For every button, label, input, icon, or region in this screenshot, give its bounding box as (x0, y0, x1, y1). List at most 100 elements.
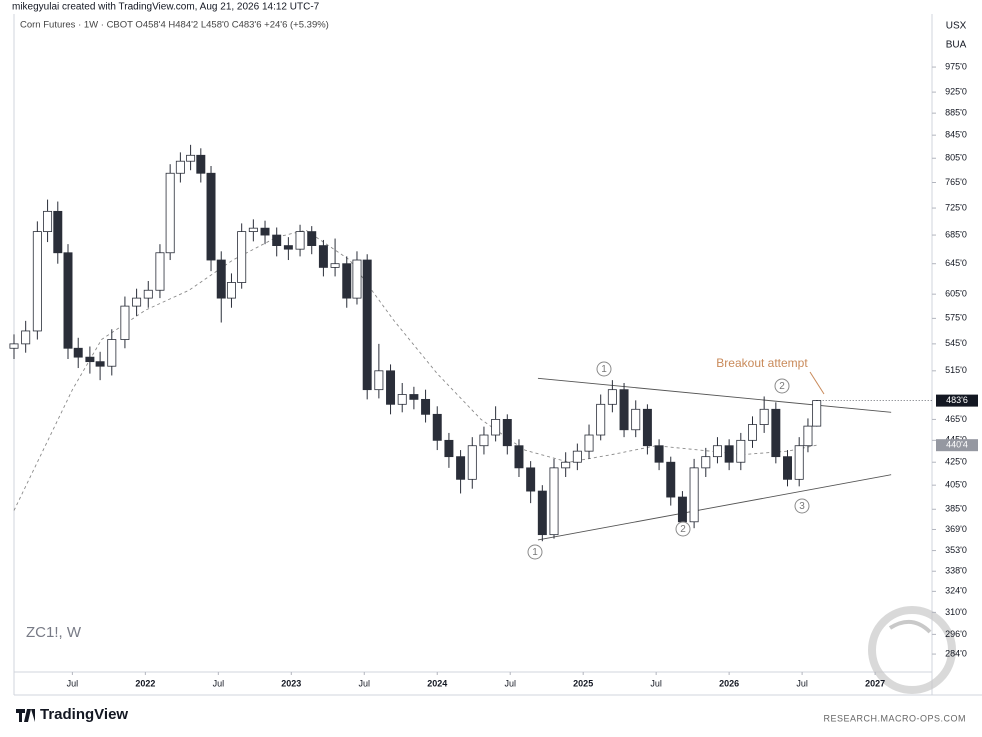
y-tick-label: 425'0 (945, 457, 967, 467)
y-tick-label: 338'0 (945, 566, 967, 576)
x-tick-label: Jul (650, 678, 662, 688)
candle-body (143, 289, 153, 299)
candle-body (386, 370, 396, 405)
wave-circle (794, 498, 810, 514)
candle-body (155, 252, 165, 291)
candle-body (95, 361, 105, 367)
wave-label: 2 (680, 524, 686, 535)
candle-body (421, 398, 431, 415)
candle-body (226, 282, 236, 299)
x-tick-label: 2025 (573, 678, 593, 688)
wave-label: 1 (532, 547, 538, 558)
candle-body (362, 259, 372, 391)
candle-body (491, 419, 501, 436)
x-tick-label: 2027 (865, 678, 885, 688)
y-tick-label: 975'0 (945, 61, 967, 71)
candle-body (724, 445, 734, 463)
y-tick-label: 296'0 (945, 629, 967, 639)
candle-body (397, 394, 407, 405)
candle-body (237, 231, 247, 283)
candle-body (53, 210, 63, 254)
trendline (537, 474, 892, 541)
candle-body (783, 456, 792, 480)
candle-body (342, 263, 352, 299)
candle-body (537, 490, 547, 536)
candle-body (186, 154, 196, 162)
candle-body (666, 461, 676, 498)
candle-body (132, 297, 142, 307)
x-tick-label: 2026 (719, 678, 739, 688)
candle-body (794, 445, 804, 480)
legend: Corn Futures · 1W · CBOT O458'4 H484'2 L… (20, 20, 329, 31)
candle-body (596, 403, 606, 436)
logo: TradingView (16, 706, 128, 723)
badge (868, 606, 956, 694)
candle-body (514, 445, 524, 469)
candle-body (216, 259, 226, 299)
y-tick-label: 645'0 (945, 258, 967, 268)
candle-body (712, 445, 722, 458)
y-tick-label: 465'0 (945, 414, 967, 424)
y-tick-label: 575'0 (945, 313, 967, 323)
candle-body (73, 347, 83, 358)
candle-body (9, 343, 19, 349)
y-tick-label: 515'0 (945, 365, 967, 375)
candle-body (502, 419, 512, 447)
candle-body (352, 259, 362, 299)
candle-body (654, 445, 664, 463)
candle-body (85, 356, 95, 363)
candle-body (467, 445, 477, 480)
y-tick-label: 405'0 (945, 480, 967, 490)
wave-circle (527, 544, 543, 560)
wave-label: 3 (799, 501, 805, 512)
candle-body (295, 231, 305, 250)
candle-body (409, 394, 419, 400)
credit: mikegyulai created with TradingView.com,… (12, 2, 320, 13)
candle-body (120, 305, 130, 340)
plot (9, 144, 892, 542)
candle-body (32, 231, 42, 332)
badge-stroke (888, 620, 932, 634)
wave-circle (774, 378, 790, 394)
candle-body (21, 330, 31, 345)
candle-body (318, 245, 328, 268)
x-tick-label: Jul (67, 678, 79, 688)
y-tick-label: 845'0 (945, 130, 967, 140)
candle-body (165, 172, 175, 254)
x-tick-label: 2024 (427, 678, 447, 688)
candle-body (272, 234, 282, 247)
x-tick-label: 2022 (135, 678, 155, 688)
candle-body (432, 413, 442, 441)
annotation-arrow (809, 371, 825, 395)
y-tick-label: 324'0 (945, 586, 967, 596)
candle-body (444, 439, 454, 458)
candle-body (736, 439, 746, 463)
y-tick-label: 925'0 (945, 86, 967, 96)
logo-mark (16, 709, 35, 722)
trendline (537, 377, 892, 413)
y-tick-label: 685'0 (945, 229, 967, 239)
candle-body (642, 408, 652, 447)
candle-body (330, 263, 340, 268)
site: RESEARCH.MACRO-OPS.COM (823, 713, 966, 723)
x-tick-label: Jul (359, 678, 371, 688)
candle-body (748, 424, 757, 441)
candle-body (677, 496, 687, 523)
candle-body (456, 456, 466, 480)
x-tick-label: Jul (796, 678, 808, 688)
unit: BUA (946, 40, 967, 51)
candle-body (526, 467, 536, 492)
candle-body (248, 227, 258, 233)
candle-body (584, 434, 594, 452)
y-tick-label: 605'0 (945, 289, 967, 299)
y-tick-label: 545'0 (945, 338, 967, 348)
candle-body (43, 210, 53, 233)
wave-circle (675, 521, 691, 537)
badge-ring (868, 606, 956, 694)
price-label-box (936, 439, 978, 452)
logo-text: TradingView (40, 706, 128, 723)
y-tick-label: 385'0 (945, 504, 967, 514)
candle-body (283, 245, 293, 250)
